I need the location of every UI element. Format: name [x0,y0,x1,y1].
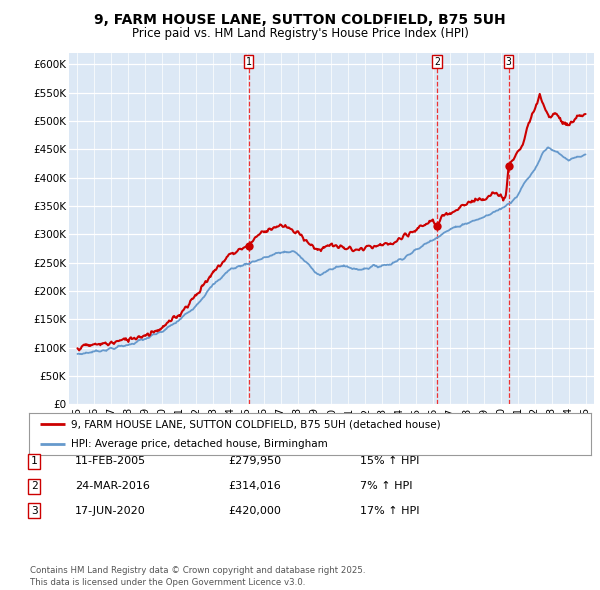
Text: £314,016: £314,016 [228,481,281,491]
Text: 11-FEB-2005: 11-FEB-2005 [75,457,146,466]
Text: 24-MAR-2016: 24-MAR-2016 [75,481,150,491]
Text: 7% ↑ HPI: 7% ↑ HPI [360,481,413,491]
Text: 3: 3 [506,57,512,67]
Text: £420,000: £420,000 [228,506,281,516]
Text: HPI: Average price, detached house, Birmingham: HPI: Average price, detached house, Birm… [71,439,328,449]
Text: 2: 2 [31,481,38,491]
Text: 9, FARM HOUSE LANE, SUTTON COLDFIELD, B75 5UH: 9, FARM HOUSE LANE, SUTTON COLDFIELD, B7… [94,13,506,27]
Text: Contains HM Land Registry data © Crown copyright and database right 2025.
This d: Contains HM Land Registry data © Crown c… [30,566,365,587]
Text: 1: 1 [31,457,38,466]
Text: 3: 3 [31,506,38,516]
Text: 15% ↑ HPI: 15% ↑ HPI [360,457,419,466]
Text: 1: 1 [245,57,251,67]
Text: Price paid vs. HM Land Registry's House Price Index (HPI): Price paid vs. HM Land Registry's House … [131,27,469,40]
Text: 9, FARM HOUSE LANE, SUTTON COLDFIELD, B75 5UH (detached house): 9, FARM HOUSE LANE, SUTTON COLDFIELD, B7… [71,419,440,430]
Text: £279,950: £279,950 [228,457,281,466]
Text: 17-JUN-2020: 17-JUN-2020 [75,506,146,516]
Text: 2: 2 [434,57,440,67]
Text: 17% ↑ HPI: 17% ↑ HPI [360,506,419,516]
